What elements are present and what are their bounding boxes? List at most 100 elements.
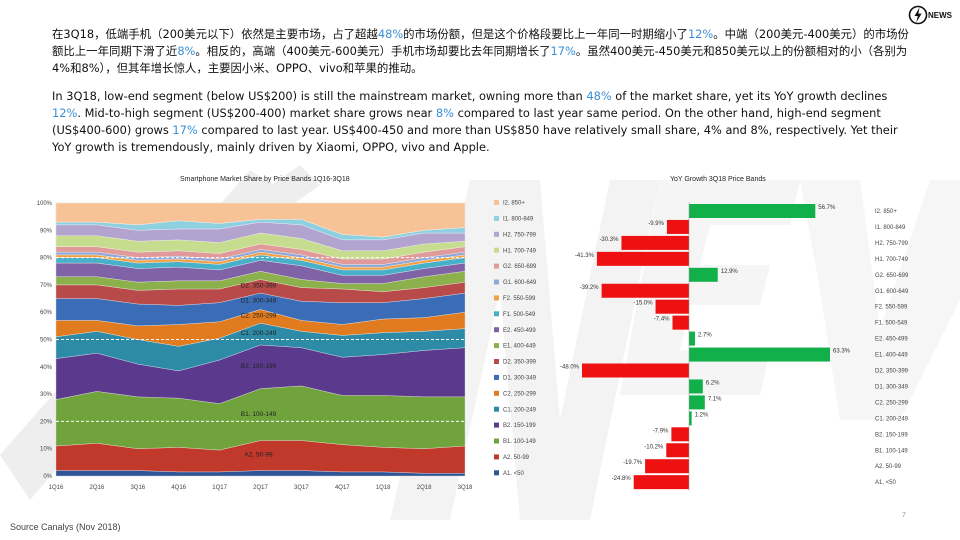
legend-entry: A2. 50-99: [503, 455, 530, 461]
highlight-figure: 8%: [177, 44, 196, 58]
segment-label: D1. 300-349: [241, 297, 277, 304]
paragraph-text: 。相反的，高端（400美元-600美元）手机市场却要比去年同期增长了: [195, 44, 551, 58]
category-label: H1. 700-749: [875, 257, 909, 263]
paragraph-text: of the market share, yet its YoY growth …: [611, 89, 888, 103]
legend-entry: F1. 500-549: [503, 312, 536, 318]
growth-bar: [672, 315, 689, 330]
paragraph-text: compared to last year. US$400-450 and mo…: [52, 123, 898, 154]
legend-entry: A1. <50: [503, 471, 525, 477]
x-tick-label: 2Q18: [417, 485, 432, 491]
x-tick-label: 3Q18: [458, 485, 473, 491]
legend-swatch: [494, 327, 499, 333]
category-label: B2. 150-199: [875, 432, 908, 438]
growth-data-label: -7.9%: [653, 428, 669, 434]
x-tick-label: 3Q17: [294, 485, 309, 491]
legend-entry: I2. 850+: [503, 201, 525, 207]
legend-entry: D1. 300-349: [503, 376, 537, 382]
x-tick-label: 1Q16: [49, 485, 64, 491]
summary-paragraph-chinese: 在3Q18，低端手机（200美元以下）依然是主要市场，占了超越48%的市场份额，…: [52, 26, 912, 77]
growth-bar: [655, 299, 689, 314]
growth-data-label: -15.0%: [634, 301, 654, 307]
paragraph-text: 的市场份额，但是这个价格段要比上一年同一时期缩小了: [403, 27, 688, 41]
news-logo: NEWS: [908, 5, 953, 25]
growth-data-label: 7.1%: [708, 396, 722, 402]
legend-entry: E1. 400-449: [503, 344, 536, 350]
legend-entry: F2. 550-599: [503, 296, 536, 302]
category-label: D1. 300-349: [875, 384, 909, 390]
x-tick-label: 2Q16: [90, 485, 105, 491]
growth-data-label: -7.4%: [654, 317, 670, 323]
paragraph-text: compared to last year same period. On th…: [52, 106, 881, 137]
area-series-i2: [55, 202, 466, 238]
legend-swatch: [494, 438, 499, 444]
growth-data-label: -24.8%: [612, 476, 632, 482]
category-label: E2. 450-499: [875, 337, 908, 343]
category-label: G2. 650-699: [875, 273, 909, 279]
legend-entry: H2. 750-799: [503, 232, 537, 238]
segment-label: A2. 50-99: [244, 452, 273, 459]
segment-label: C1. 200-249: [241, 330, 277, 337]
x-tick-label: 4Q17: [335, 485, 350, 491]
legend-swatch: [494, 295, 499, 301]
y-tick-label: 100%: [37, 201, 53, 207]
growth-data-label: 6.2%: [706, 380, 720, 386]
growth-data-label: -48.0%: [560, 365, 580, 371]
paragraph-text: 。中端（200美元-400美元）的市场份额比上一年同期下滑了近: [52, 27, 909, 58]
category-label: I2. 850+: [875, 209, 897, 215]
x-tick-label: 4Q16: [171, 485, 186, 491]
y-tick-label: 40%: [40, 365, 53, 371]
growth-data-label: 56.7%: [818, 205, 836, 211]
y-tick-label: 80%: [40, 256, 53, 262]
category-label: G1. 600-649: [875, 289, 909, 295]
growth-bar: [689, 411, 692, 426]
growth-bar: [596, 251, 689, 266]
legend-swatch: [494, 359, 499, 364]
growth-bar: [582, 363, 689, 378]
highlight-figure: 48%: [586, 89, 612, 103]
segment-label: D2. 350-399: [241, 282, 277, 289]
growth-data-label: -9.9%: [648, 221, 664, 227]
growth-bar: [633, 475, 689, 490]
y-tick-label: 30%: [40, 392, 53, 398]
growth-data-label: -19.7%: [623, 460, 643, 466]
growth-bar: [689, 204, 816, 218]
growth-data-label: -30.3%: [599, 237, 619, 243]
legend-entry: B2. 150-199: [503, 423, 536, 429]
segment-label: C2. 250-299: [241, 312, 277, 319]
y-tick-label: 0%: [43, 474, 52, 480]
highlight-figure: 8%: [435, 106, 454, 120]
highlight-figure: 12%: [687, 27, 714, 41]
right-chart-title: YoY Growth 3Q18 Price Bands: [670, 176, 766, 183]
growth-bar: [645, 459, 689, 474]
growth-data-label: 12.9%: [721, 269, 739, 275]
x-tick-label: 1Q17: [212, 485, 227, 491]
y-tick-label: 60%: [40, 310, 53, 316]
legend-swatch: [494, 454, 499, 460]
paragraph-text: In 3Q18, low-end segment (below US$200) …: [52, 89, 587, 103]
x-tick-label: 1Q18: [376, 485, 391, 491]
category-label: A2. 50-99: [875, 464, 902, 470]
highlight-figure: 17%: [172, 123, 198, 137]
legend-swatch: [494, 374, 499, 380]
legend-swatch: [494, 422, 499, 428]
legend-swatch: [494, 247, 499, 253]
category-label: I1. 800-849: [875, 225, 906, 231]
growth-bar: [689, 331, 696, 346]
growth-bar: [689, 395, 705, 410]
lightning-bolt-icon: [914, 7, 922, 23]
legend-entry: I1. 800-849: [503, 217, 534, 223]
legend-swatch: [494, 263, 499, 269]
category-label: C2. 250-299: [875, 400, 909, 406]
segment-label: B2. 150-199: [241, 363, 277, 370]
growth-bar: [666, 219, 689, 234]
legend-swatch: [494, 470, 499, 476]
x-tick-label: 3Q16: [130, 485, 145, 491]
y-tick-label: 50%: [40, 338, 53, 344]
growth-data-label: -39.2%: [580, 285, 600, 291]
segment-label: B1. 100-149: [241, 411, 277, 418]
legend-entry: C1. 200-249: [503, 407, 537, 413]
legend-swatch: [494, 311, 499, 317]
category-label: E1. 400-449: [875, 353, 908, 359]
